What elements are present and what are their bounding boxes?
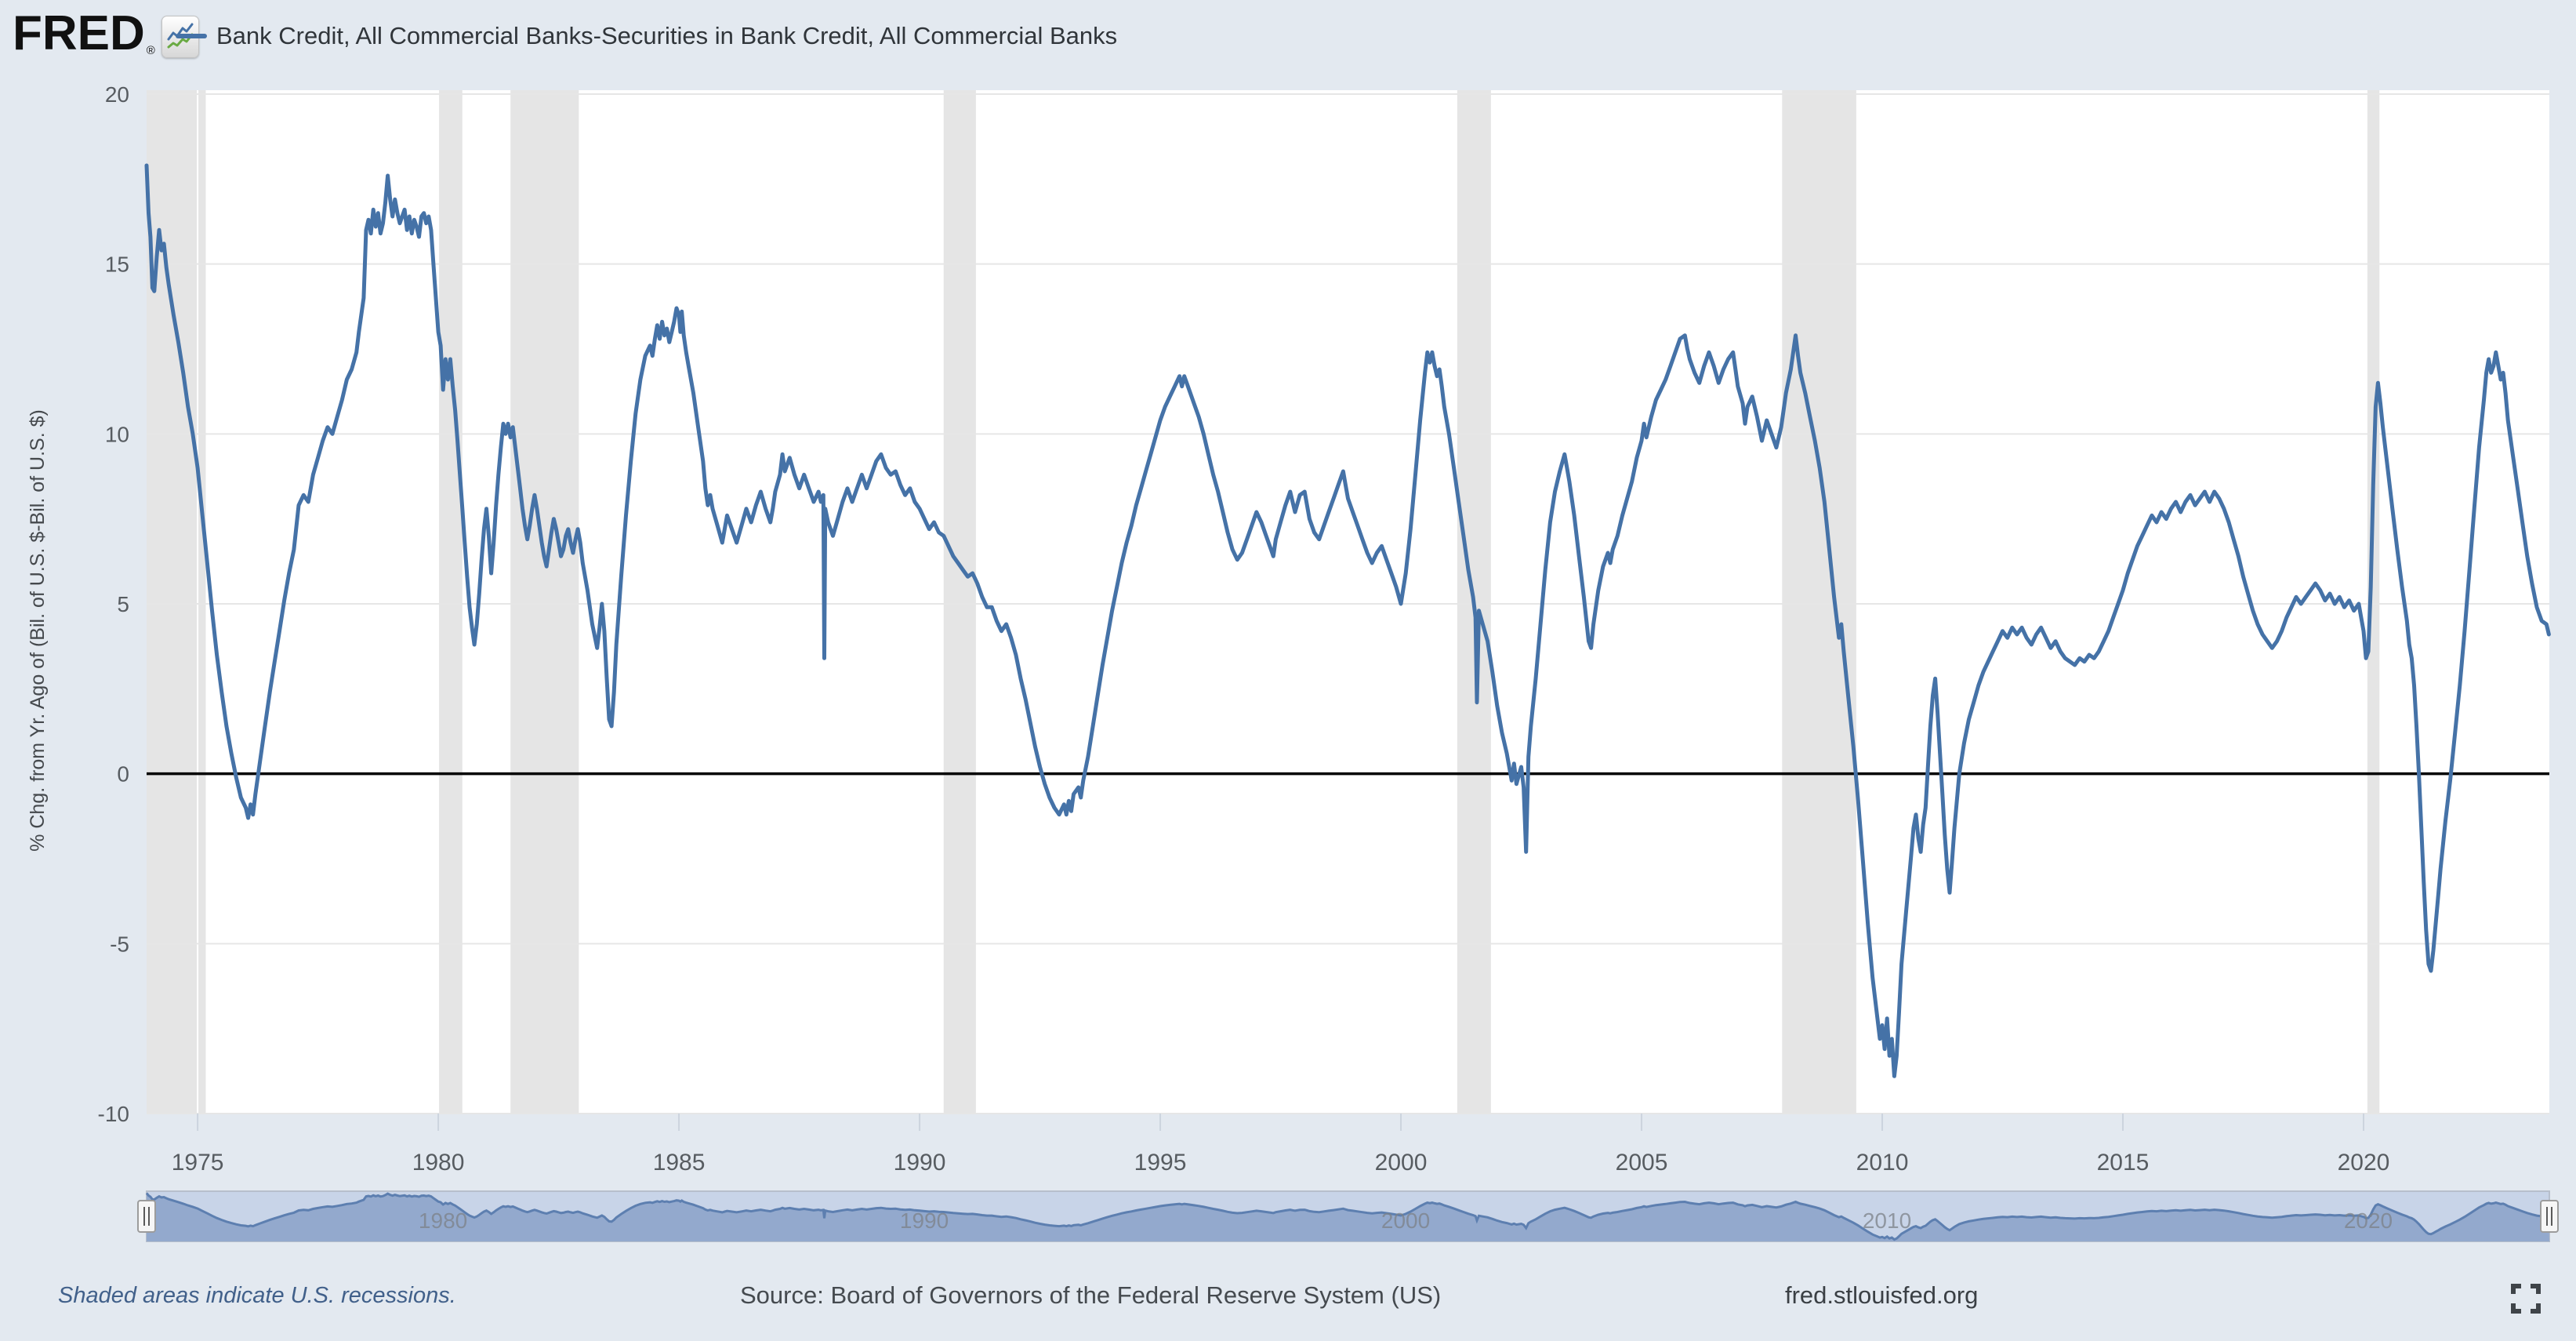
source-note: Source: Board of Governors of the Federa… <box>740 1281 1442 1309</box>
plot-area <box>147 90 2549 1114</box>
fullscreen-button[interactable] <box>2509 1281 2543 1316</box>
x-tick-label: 2015 <box>2097 1150 2150 1176</box>
y-tick-label: -10 <box>98 1102 129 1126</box>
navigator-year-label: 1980 <box>419 1208 467 1233</box>
navigator-year-label: 2000 <box>1381 1208 1430 1233</box>
x-tick-label: 1985 <box>653 1150 706 1176</box>
y-tick-label: 20 <box>105 82 129 107</box>
navigator-year-label: 1990 <box>900 1208 949 1233</box>
x-tick-label: 1980 <box>412 1150 465 1176</box>
y-tick-label: 10 <box>105 422 129 446</box>
recession-band <box>2367 90 2380 1114</box>
fullscreen-icon <box>2511 1284 2541 1314</box>
x-tick-label: 2000 <box>1375 1150 1428 1176</box>
series-legend-line-icon <box>176 34 207 38</box>
recession-band <box>438 90 463 1114</box>
navigator-handle-right[interactable] <box>2540 1200 2559 1233</box>
y-tick-label: -5 <box>110 932 129 956</box>
x-tick-label: 1990 <box>894 1150 946 1176</box>
recession-band <box>943 90 976 1114</box>
y-tick-label: 0 <box>117 762 129 787</box>
y-tick-label: 15 <box>105 253 129 277</box>
series-legend-label: Bank Credit, All Commercial Banks-Securi… <box>216 22 1118 49</box>
y-axis-title: % Chg. from Yr. Ago of (Bil. of U.S. $-B… <box>27 409 49 852</box>
x-tick-label: 1975 <box>172 1150 224 1176</box>
navigator-handle-left[interactable] <box>137 1200 156 1233</box>
recession-note: Shaded areas indicate U.S. recessions. <box>58 1283 456 1308</box>
recession-band <box>1782 90 1856 1114</box>
navigator-area <box>147 1193 2549 1241</box>
series-legend: Bank Credit, All Commercial Banks-Securi… <box>176 22 1117 50</box>
recession-band <box>510 90 579 1114</box>
fred-site-link[interactable]: fred.stlouisfed.org <box>1785 1281 1979 1309</box>
navigator-line <box>145 1192 2549 1241</box>
navigator-year-label: 2010 <box>1863 1208 1911 1233</box>
registered-trademark-symbol: ® <box>146 44 155 57</box>
chart-footer: Shaded areas indicate U.S. recessions. S… <box>0 1269 2576 1332</box>
y-tick-label: 5 <box>117 592 129 616</box>
series-line <box>144 163 2551 1078</box>
fred-logo-text: FRED <box>13 6 145 60</box>
x-tick-label: 2010 <box>1856 1150 1909 1176</box>
x-tick-label: 1995 <box>1134 1150 1187 1176</box>
x-tick-label: 2005 <box>1616 1150 1668 1176</box>
chart-header: FRED ® Bank Credit, All Commercial Banks… <box>0 0 2576 72</box>
navigator-year-label: 2020 <box>2344 1208 2393 1233</box>
x-tick-label: 2020 <box>2338 1150 2390 1176</box>
fred-logo[interactable]: FRED ® <box>13 9 199 58</box>
